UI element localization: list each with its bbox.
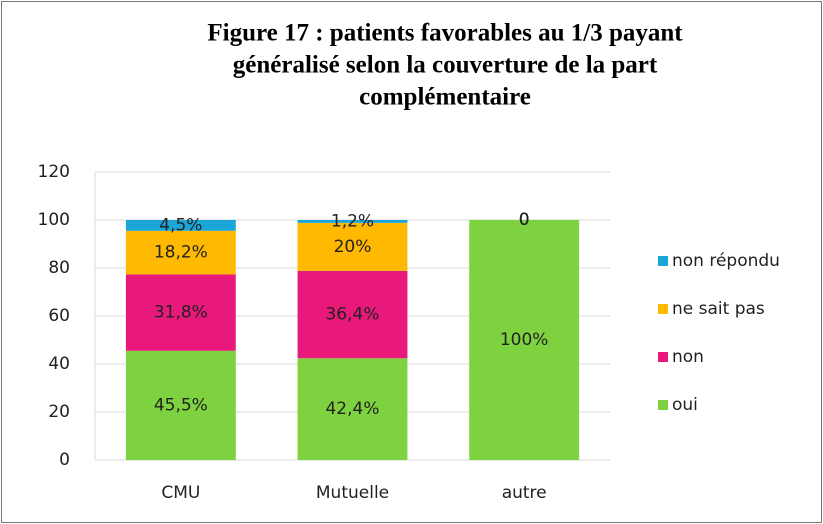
data-label: 45,5% [154,395,208,415]
x-tick-label: autre [502,483,547,503]
chart-title: généralisé selon la couverture de la par… [233,52,658,79]
y-tick-label: 60 [48,306,70,326]
bar-segment [469,220,580,460]
data-label: 18,2% [154,243,208,263]
legend-swatch [658,400,668,410]
legend-label: non [672,347,704,367]
data-label: 4,5% [159,215,202,235]
y-tick-label: 0 [59,450,70,470]
y-tick-label: 120 [38,162,70,182]
chart-title: complémentaire [359,84,531,111]
chart-title: Figure 17 : patients favorables au 1/3 p… [207,20,683,47]
data-label: 42,4% [325,399,379,419]
legend-label: ne sait pas [672,299,765,319]
data-label: 100% [500,330,549,350]
legend-label: oui [672,395,698,415]
bar-segment [125,274,236,351]
y-tick-label: 100 [38,210,70,230]
legend-swatch [658,256,668,266]
y-tick-label: 80 [48,258,70,278]
bar-segment [297,222,408,271]
data-label: 31,8% [154,303,208,323]
bar-segment [297,270,408,359]
y-tick-label: 20 [48,402,70,422]
y-tick-label: 40 [48,354,70,374]
data-label: 0 [519,210,530,230]
legend-swatch [658,304,668,314]
x-tick-label: CMU [161,483,200,503]
x-tick-label: Mutuelle [316,483,389,503]
bar-segment [125,230,236,275]
bar-segment [125,220,236,231]
data-label: 20% [334,237,372,257]
bar-segment [125,350,236,460]
data-label: 36,4% [325,305,379,325]
data-label: 0 [519,210,530,230]
bar-segment [297,358,408,460]
data-label: 1,2% [331,211,374,231]
legend-swatch [658,352,668,362]
bar-segment [297,220,408,223]
legend-label: non répondu [672,251,780,271]
data-label: 0 [519,210,530,230]
